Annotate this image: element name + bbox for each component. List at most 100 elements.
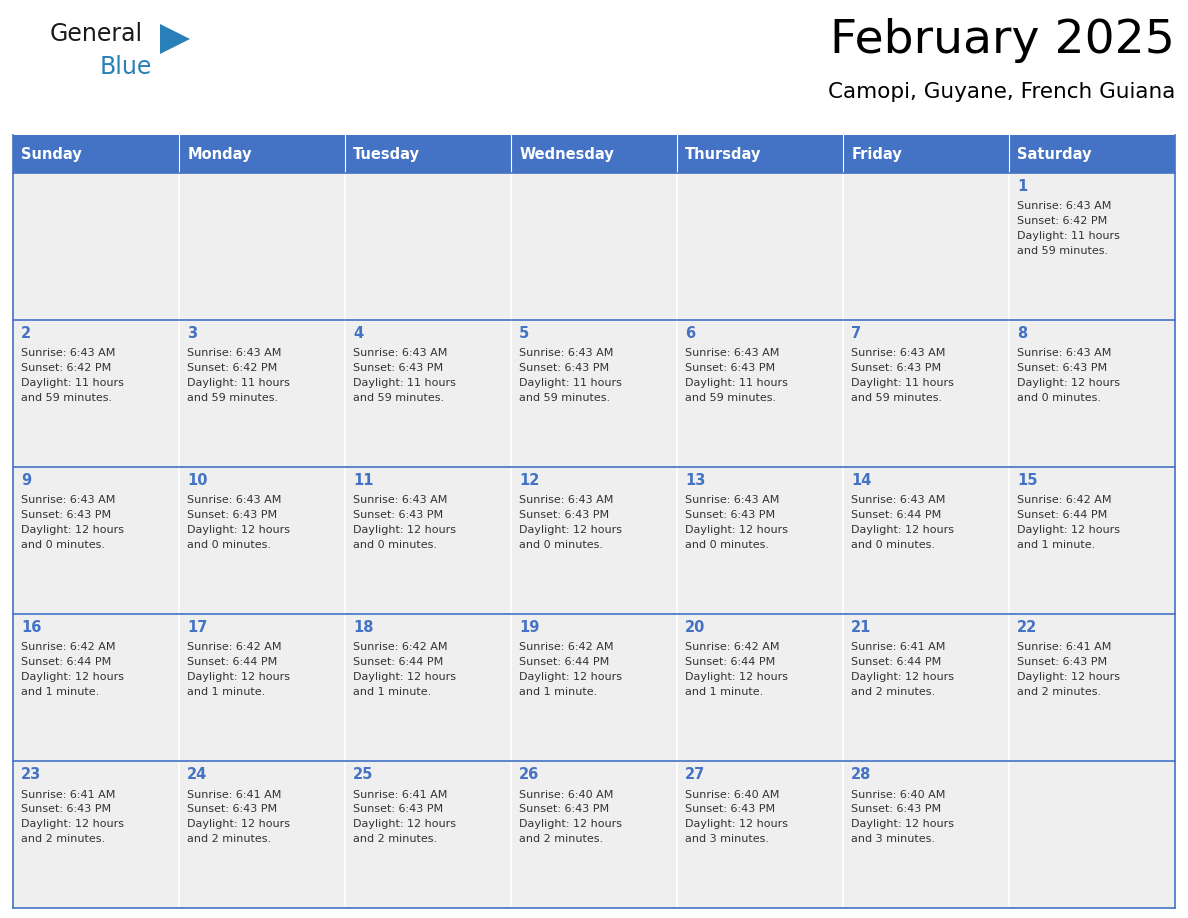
Text: Daylight: 12 hours: Daylight: 12 hours — [21, 819, 125, 829]
Bar — [843, 467, 1009, 614]
Text: Saturday: Saturday — [1017, 147, 1092, 162]
Text: and 2 minutes.: and 2 minutes. — [852, 687, 935, 697]
Text: Sunset: 6:44 PM: Sunset: 6:44 PM — [685, 657, 776, 667]
Bar — [13, 761, 179, 908]
Text: Sunrise: 6:41 AM: Sunrise: 6:41 AM — [353, 789, 448, 800]
Text: Sunrise: 6:41 AM: Sunrise: 6:41 AM — [1017, 643, 1112, 653]
Bar — [677, 467, 843, 614]
Bar — [677, 614, 843, 761]
Bar — [345, 320, 511, 467]
Text: Blue: Blue — [100, 55, 152, 79]
Text: Sunset: 6:43 PM: Sunset: 6:43 PM — [519, 804, 609, 814]
Text: Sunrise: 6:42 AM: Sunrise: 6:42 AM — [21, 643, 115, 653]
Bar — [345, 173, 511, 320]
Text: Sunrise: 6:43 AM: Sunrise: 6:43 AM — [188, 496, 282, 506]
Text: 2: 2 — [21, 326, 31, 341]
Text: Daylight: 11 hours: Daylight: 11 hours — [519, 378, 623, 388]
Text: 20: 20 — [685, 620, 706, 635]
Bar — [511, 467, 677, 614]
Bar — [1009, 467, 1175, 614]
Bar — [179, 320, 345, 467]
Text: 9: 9 — [21, 473, 31, 488]
Text: 21: 21 — [852, 620, 872, 635]
Bar — [677, 173, 843, 320]
Text: Daylight: 11 hours: Daylight: 11 hours — [188, 378, 290, 388]
Bar — [843, 173, 1009, 320]
Text: and 0 minutes.: and 0 minutes. — [519, 540, 604, 550]
Text: Sunrise: 6:43 AM: Sunrise: 6:43 AM — [21, 349, 115, 359]
Text: Daylight: 12 hours: Daylight: 12 hours — [353, 672, 456, 682]
Text: Sunset: 6:43 PM: Sunset: 6:43 PM — [519, 364, 609, 374]
Text: Sunset: 6:44 PM: Sunset: 6:44 PM — [353, 657, 443, 667]
Text: Sunset: 6:43 PM: Sunset: 6:43 PM — [21, 510, 112, 521]
Bar — [179, 614, 345, 761]
Text: Daylight: 12 hours: Daylight: 12 hours — [852, 525, 954, 535]
Bar — [1009, 614, 1175, 761]
Text: and 1 minute.: and 1 minute. — [1017, 540, 1095, 550]
Text: Daylight: 11 hours: Daylight: 11 hours — [1017, 231, 1120, 241]
Text: and 2 minutes.: and 2 minutes. — [519, 834, 604, 844]
Text: Sunset: 6:43 PM: Sunset: 6:43 PM — [685, 804, 776, 814]
Text: Daylight: 11 hours: Daylight: 11 hours — [685, 378, 788, 388]
Text: Sunset: 6:42 PM: Sunset: 6:42 PM — [188, 364, 278, 374]
Text: Sunrise: 6:42 AM: Sunrise: 6:42 AM — [685, 643, 779, 653]
Bar — [13, 614, 179, 761]
Text: and 59 minutes.: and 59 minutes. — [188, 393, 278, 403]
Text: Sunset: 6:43 PM: Sunset: 6:43 PM — [188, 804, 278, 814]
Bar — [843, 320, 1009, 467]
Bar — [843, 761, 1009, 908]
Text: Sunset: 6:43 PM: Sunset: 6:43 PM — [685, 364, 776, 374]
Text: 6: 6 — [685, 326, 695, 341]
Text: Sunset: 6:43 PM: Sunset: 6:43 PM — [353, 510, 443, 521]
Bar — [511, 761, 677, 908]
Bar — [345, 135, 511, 173]
Text: Daylight: 12 hours: Daylight: 12 hours — [685, 819, 789, 829]
Text: Daylight: 12 hours: Daylight: 12 hours — [188, 672, 290, 682]
Text: Sunrise: 6:43 AM: Sunrise: 6:43 AM — [519, 496, 614, 506]
Text: 17: 17 — [188, 620, 208, 635]
Bar — [511, 173, 677, 320]
Text: and 2 minutes.: and 2 minutes. — [188, 834, 271, 844]
Text: Sunset: 6:44 PM: Sunset: 6:44 PM — [519, 657, 609, 667]
Text: Sunrise: 6:43 AM: Sunrise: 6:43 AM — [519, 349, 614, 359]
Text: 14: 14 — [852, 473, 872, 488]
Bar — [13, 135, 179, 173]
Text: 4: 4 — [353, 326, 364, 341]
Text: Camopi, Guyane, French Guiana: Camopi, Guyane, French Guiana — [828, 82, 1175, 102]
Text: 12: 12 — [519, 473, 539, 488]
Text: and 0 minutes.: and 0 minutes. — [21, 540, 106, 550]
Text: 19: 19 — [519, 620, 539, 635]
Text: Sunrise: 6:43 AM: Sunrise: 6:43 AM — [21, 496, 115, 506]
Bar — [677, 761, 843, 908]
Text: Daylight: 12 hours: Daylight: 12 hours — [21, 672, 125, 682]
Bar — [677, 320, 843, 467]
Text: 1: 1 — [1017, 179, 1028, 194]
Text: Sunrise: 6:40 AM: Sunrise: 6:40 AM — [519, 789, 614, 800]
Text: Sunset: 6:43 PM: Sunset: 6:43 PM — [852, 804, 941, 814]
Text: Daylight: 12 hours: Daylight: 12 hours — [852, 672, 954, 682]
Text: and 3 minutes.: and 3 minutes. — [685, 834, 770, 844]
Text: and 0 minutes.: and 0 minutes. — [852, 540, 935, 550]
Text: and 0 minutes.: and 0 minutes. — [188, 540, 271, 550]
Text: Sunrise: 6:43 AM: Sunrise: 6:43 AM — [1017, 201, 1112, 211]
Bar — [13, 173, 179, 320]
Text: Sunset: 6:43 PM: Sunset: 6:43 PM — [519, 510, 609, 521]
Text: Sunday: Sunday — [21, 147, 82, 162]
Text: Sunrise: 6:42 AM: Sunrise: 6:42 AM — [519, 643, 614, 653]
Bar — [13, 467, 179, 614]
Text: Sunset: 6:43 PM: Sunset: 6:43 PM — [353, 804, 443, 814]
Text: and 59 minutes.: and 59 minutes. — [685, 393, 777, 403]
Text: 16: 16 — [21, 620, 42, 635]
Text: Sunrise: 6:42 AM: Sunrise: 6:42 AM — [353, 643, 448, 653]
Text: Daylight: 12 hours: Daylight: 12 hours — [188, 525, 290, 535]
Bar — [13, 320, 179, 467]
Text: Sunrise: 6:42 AM: Sunrise: 6:42 AM — [1017, 496, 1112, 506]
Text: and 1 minute.: and 1 minute. — [685, 687, 764, 697]
Text: Daylight: 12 hours: Daylight: 12 hours — [353, 525, 456, 535]
Text: Daylight: 12 hours: Daylight: 12 hours — [1017, 672, 1120, 682]
Bar — [179, 467, 345, 614]
Text: Sunrise: 6:43 AM: Sunrise: 6:43 AM — [852, 349, 946, 359]
Text: Sunset: 6:43 PM: Sunset: 6:43 PM — [1017, 364, 1107, 374]
Text: 25: 25 — [353, 767, 374, 782]
Text: Sunrise: 6:43 AM: Sunrise: 6:43 AM — [685, 496, 779, 506]
